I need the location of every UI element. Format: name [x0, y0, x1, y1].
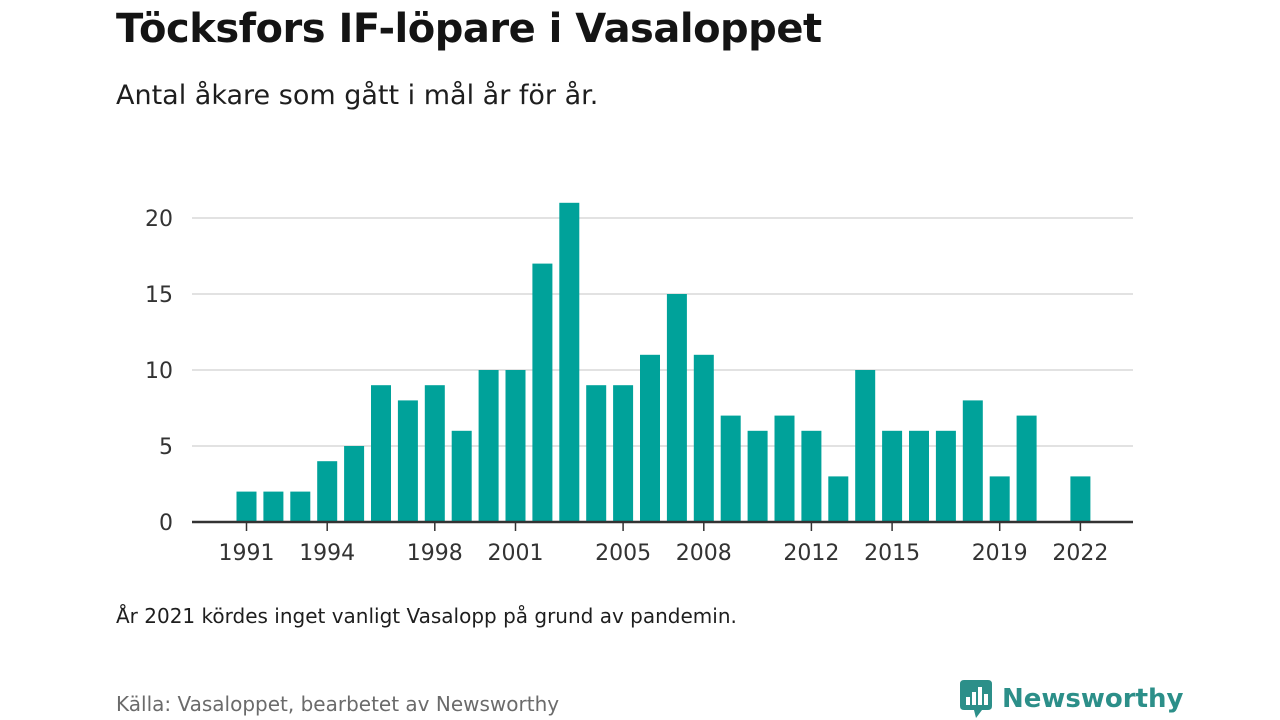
bars	[236, 202, 1091, 523]
bar-chart-speech-bubble-icon	[960, 680, 992, 718]
bar-1997	[397, 400, 418, 522]
bar-2003	[559, 202, 580, 523]
axes: 0 5 10 15 20 1991 1994 1998 2001 2005 2008 2012 2015…	[145, 207, 1133, 566]
bar-2008	[693, 354, 714, 522]
bar-1995	[344, 446, 365, 522]
x-tick-label: 2008	[676, 541, 732, 566]
bar-2004	[586, 385, 607, 522]
x-tick-label: 1994	[299, 541, 355, 566]
y-tick-label: 10	[145, 359, 173, 384]
x-tick-label: 1998	[407, 541, 463, 566]
bar-2009	[720, 415, 741, 522]
bar-2014	[855, 370, 876, 522]
bar-1993	[290, 491, 311, 522]
bar-2013	[828, 476, 849, 522]
x-tick-label: 1991	[219, 541, 275, 566]
bar-2010	[747, 430, 768, 522]
brand-logo: Newsworthy	[960, 680, 1183, 718]
bar-2022	[1070, 476, 1091, 522]
y-tick-label: 20	[145, 207, 173, 232]
bar-2017	[935, 430, 956, 522]
bar-2016	[909, 430, 929, 522]
y-tick-label: 5	[159, 435, 173, 460]
bar-2002	[532, 263, 553, 522]
bar-2005	[613, 385, 634, 522]
bar-2001	[505, 370, 526, 522]
bar-1996	[371, 385, 391, 522]
x-tick-label: 2022	[1052, 541, 1108, 566]
bar-2020	[1016, 415, 1037, 522]
brand-name: Newsworthy	[1002, 684, 1184, 714]
bar-2011	[774, 415, 795, 522]
bar-2007	[666, 294, 687, 522]
chart-note: År 2021 kördes inget vanligt Vasalopp på…	[116, 604, 737, 628]
y-tick-label: 0	[159, 511, 173, 536]
bar-1999	[451, 430, 472, 522]
x-tick-label: 2019	[972, 541, 1028, 566]
bar-1998	[424, 385, 445, 522]
x-tick-label: 2005	[595, 541, 651, 566]
bar-2012	[801, 430, 822, 522]
bar-1991	[236, 491, 257, 522]
gridlines	[192, 217, 1133, 447]
x-tick-label: 2015	[864, 541, 920, 566]
bar-1994	[317, 461, 338, 522]
bar-2019	[989, 476, 1010, 522]
chart-subtitle: Antal åkare som gått i mål år för år.	[116, 80, 599, 111]
x-tick-label: 2012	[783, 541, 839, 566]
chart-title: Töcksfors IF-löpare i Vasaloppet	[116, 6, 822, 52]
bar-2018	[962, 400, 983, 522]
bar-1992	[263, 491, 284, 522]
bar-2015	[882, 430, 903, 522]
bar-2006	[640, 354, 660, 522]
x-tick-label: 2001	[488, 541, 544, 566]
bar-2000	[478, 370, 499, 522]
source-credit: Källa: Vasaloppet, bearbetet av Newswort…	[116, 692, 560, 716]
y-tick-label: 15	[145, 283, 173, 308]
